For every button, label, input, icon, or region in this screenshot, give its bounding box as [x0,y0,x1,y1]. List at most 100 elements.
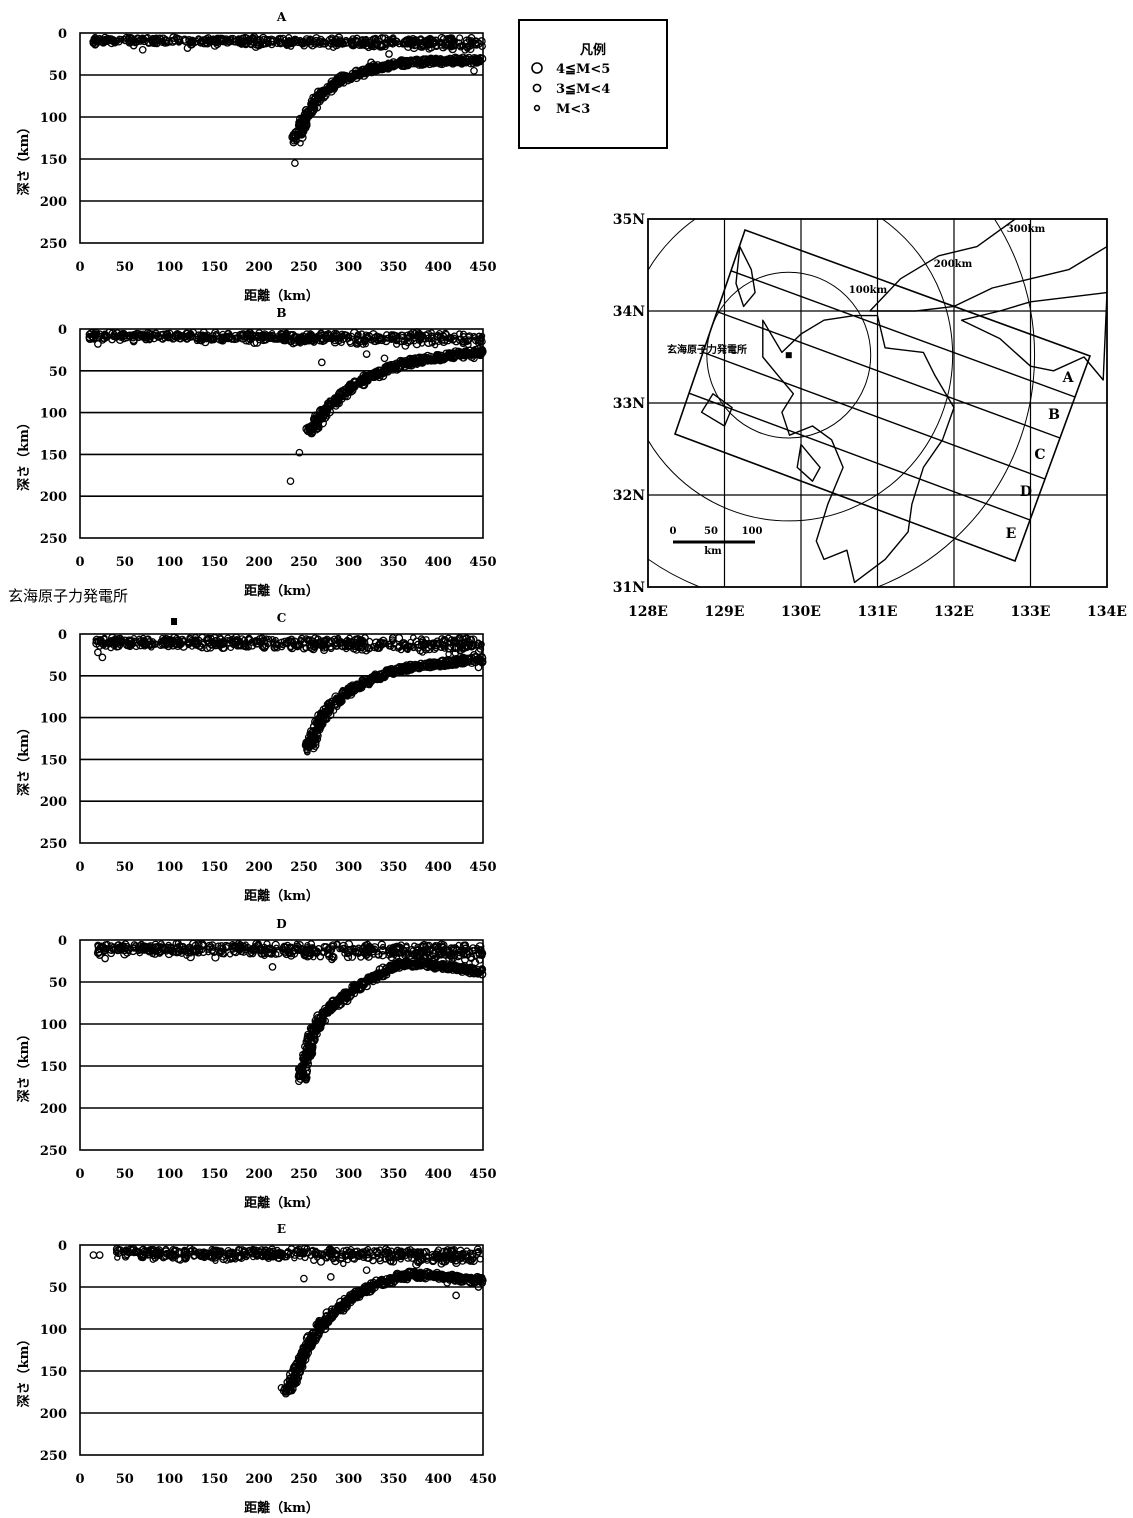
hypocenter [478,332,486,340]
x-tick-label: 0 [75,555,84,570]
x-tick-label: 300 [335,1167,362,1182]
x-tick-label: 100 [156,860,183,875]
hypocenter [324,330,333,338]
y-tick-label: 0 [58,1239,67,1254]
x-tick-label: 50 [116,555,134,570]
hypocenter [185,35,193,44]
hypocenter [216,35,224,43]
hypocenter [302,35,312,44]
x-tick-label: 450 [469,260,496,275]
x-tick-label: 250 [290,1167,317,1182]
y-axis-label: 深さ（km） [16,416,32,491]
plot-title: A [276,10,287,24]
hypocenter [255,39,263,47]
hypocenters [93,939,487,1086]
y-tick-label: 50 [49,976,67,991]
x-tick-label: 400 [425,860,452,875]
x-tick-label: 250 [290,260,317,275]
hypocenter [270,334,279,343]
x-tick-label: 0 [75,860,84,875]
x-axis-label: 距離（km） [244,583,319,599]
y-tick-label: 100 [40,407,67,422]
hypocenter [116,35,123,43]
plot-title: D [276,917,286,931]
hypocenter [299,128,307,136]
x-tick-label: 400 [425,555,452,570]
hypocenter [235,36,242,43]
hypocenter [254,334,262,342]
hypocenter [373,41,381,49]
hypocenter [187,330,195,338]
hypocenter [94,340,102,348]
hypocenter [291,159,299,168]
hypocenter [456,34,464,42]
x-tick-label: 150 [201,1167,228,1182]
hypocenter [128,37,136,45]
hypocenter [182,334,191,343]
hypocenter [309,38,318,46]
hypocenter [439,35,449,44]
hypocenter [156,331,166,340]
hypocenter [195,36,203,44]
y-tick-label: 250 [40,1144,67,1159]
y-tick-label: 0 [58,934,67,949]
x-tick-label: 50 [116,260,134,275]
x-tick-label: 100 [156,555,183,570]
y-tick-label: 50 [49,670,67,685]
x-axis-label: 距離（km） [244,288,319,304]
y-axis-label: 深さ（km） [16,1333,32,1408]
hypocenter [468,38,477,47]
hypocenter [362,350,371,358]
x-tick-label: 400 [425,1472,452,1487]
hypocenter [247,330,255,338]
hypocenter [166,329,174,337]
hypocenter [470,66,478,75]
hypocenter [398,337,406,346]
hypocenter [139,332,148,341]
hypocenter [317,358,326,367]
hypocenter [242,333,250,342]
hypocenter [370,337,379,346]
hypocenter [262,40,270,48]
hypocenter [361,66,370,75]
hypocenter [385,50,393,58]
hypocenter [183,44,192,52]
hypocenter [266,35,276,45]
hypocenter [312,40,320,48]
hypocenter [281,39,289,48]
hypocenter [403,331,413,341]
hypocenter [439,56,449,65]
x-tick-label: 300 [335,260,362,275]
x-tick-label: 250 [290,1472,317,1487]
plot-frame [79,939,484,1151]
y-tick-label: 100 [40,111,67,126]
plant-annotation: 玄海原子力発電所 [8,587,128,605]
hypocenter [403,56,411,65]
hypocenter [111,38,119,47]
hypocenter [383,331,391,339]
y-tick-label: 150 [40,448,67,463]
hypocenter [415,58,424,68]
x-tick-label: 50 [116,860,134,875]
hypocenter [241,39,250,48]
hypocenter [275,35,282,42]
hypocenter [378,64,386,72]
hypocenter [204,37,211,45]
x-tick-label: 350 [380,860,407,875]
x-axis-label: 距離（km） [244,888,319,904]
hypocenter [400,56,408,65]
hypocenter [281,331,291,341]
x-tick-label: 300 [335,1472,362,1487]
y-tick-label: 100 [40,712,67,727]
hypocenter [98,653,107,662]
hypocenter [363,334,372,343]
hypocenter [367,58,375,67]
hypocenter [307,100,316,109]
hypocenter [358,39,367,48]
hypocenter [402,36,411,45]
y-tick-label: 0 [58,323,67,338]
x-tick-label: 250 [290,555,317,570]
